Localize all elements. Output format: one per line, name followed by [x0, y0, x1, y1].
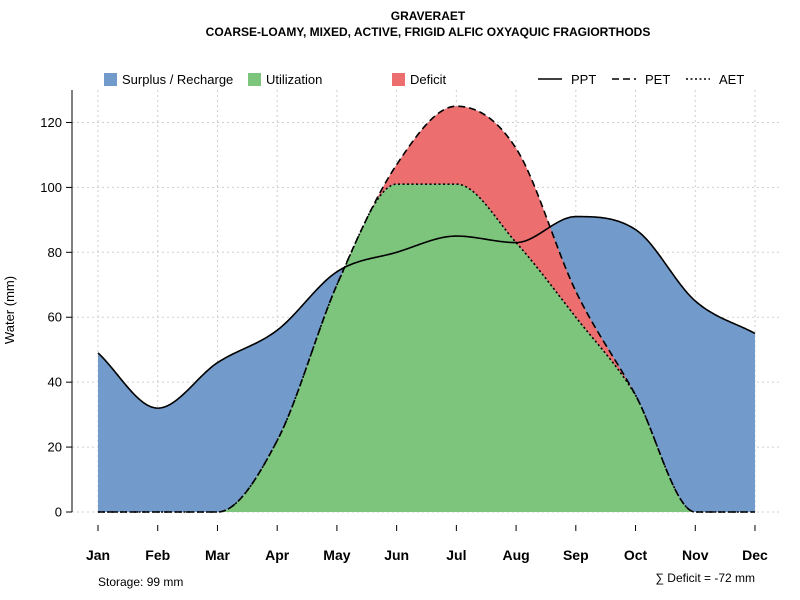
- x-tick-label: Mar: [205, 547, 230, 563]
- deficit-annotation: ∑ Deficit = -72 mm: [655, 571, 755, 585]
- legend-swatch-utilization: [248, 73, 261, 86]
- series-line-ppt: [97, 215, 756, 409]
- y-axis-label: Water (mm): [2, 276, 17, 344]
- x-tick-label: Nov: [682, 547, 709, 563]
- axes: 0 20 40 60 80 100 120 Jan Feb Mar Apr May Jun Jul Aug S…: [40, 90, 768, 563]
- x-tick-label: Sep: [563, 547, 589, 563]
- chart-subtitle: COARSE-LOAMY, MIXED, ACTIVE, FRIGID ALFI…: [206, 25, 651, 39]
- x-tick-label: Dec: [742, 547, 768, 563]
- x-tick-label: Aug: [502, 547, 529, 563]
- y-tick-label: 20: [48, 440, 62, 455]
- water-balance-areas: [98, 106, 755, 512]
- x-tick-label: Oct: [624, 547, 648, 563]
- legend-swatch-deficit: [392, 73, 405, 86]
- legend-swatch-surplus-recharge: [104, 73, 117, 86]
- legend-label-aet: AET: [719, 72, 744, 87]
- x-tick-label: Jun: [384, 547, 409, 563]
- y-tick-label: 100: [40, 180, 62, 195]
- legend-label-pet: PET: [645, 72, 670, 87]
- y-tick-label: 0: [55, 505, 62, 520]
- storage-annotation: Storage: 99 mm: [98, 575, 183, 589]
- y-tick-label: 60: [48, 310, 62, 325]
- x-tick-label: Apr: [265, 547, 290, 563]
- y-tick-label: 80: [48, 245, 62, 260]
- legend-label-surplus-recharge: Surplus / Recharge: [122, 72, 233, 87]
- chart-title: GRAVERAET: [391, 9, 466, 23]
- x-tick-label: Jul: [446, 547, 466, 563]
- y-tick-label: 120: [40, 115, 62, 130]
- series-line-pet: [98, 105, 755, 513]
- legend: Surplus / Recharge Utilization Deficit PPT P…: [104, 72, 744, 87]
- series-line-aet: [98, 183, 755, 513]
- y-tick-label: 40: [48, 375, 62, 390]
- legend-label-ppt: PPT: [571, 72, 596, 87]
- x-tick-label: Jan: [86, 547, 110, 563]
- x-tick-label: Feb: [145, 547, 170, 563]
- x-tick-label: May: [323, 547, 350, 563]
- legend-label-deficit: Deficit: [410, 72, 447, 87]
- utilization-area: [98, 184, 755, 512]
- series-lines: [97, 105, 756, 513]
- legend-label-utilization: Utilization: [266, 72, 322, 87]
